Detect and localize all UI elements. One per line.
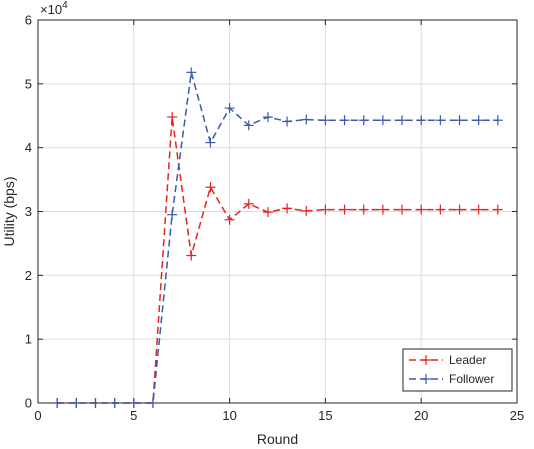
legend-entries: Leader Follower (409, 353, 494, 386)
y-axis-label: Utility (bps) (1, 176, 17, 246)
data-point (397, 115, 408, 126)
data-point (492, 204, 503, 215)
data-point (224, 103, 235, 114)
data-point (147, 398, 158, 408)
data-point (262, 112, 273, 123)
x-tick-label: 10 (222, 408, 236, 423)
data-point (377, 115, 388, 126)
data-point (339, 115, 350, 126)
legend-entry-leader: Leader (409, 353, 486, 367)
legend-label: Leader (449, 353, 486, 367)
data-point (243, 198, 254, 209)
series-follower (52, 67, 503, 408)
data-point (320, 204, 331, 215)
data-point (358, 204, 369, 215)
legend-box (402, 348, 513, 392)
data-point (377, 204, 388, 215)
data-point (205, 137, 216, 148)
data-point (435, 115, 446, 126)
legend-label: Follower (449, 372, 494, 386)
data-point (301, 205, 312, 216)
data-point (282, 203, 293, 214)
data-point (416, 115, 427, 126)
data-point (167, 112, 178, 123)
data-point (128, 398, 139, 408)
x-tick-label: 5 (130, 408, 137, 423)
series-line (57, 116, 498, 404)
data-point (339, 204, 350, 215)
y-multiplier-exponent: 4 (62, 0, 68, 11)
data-point (416, 204, 427, 215)
data-point (492, 115, 503, 126)
data-point (397, 204, 408, 215)
y-tick-label: 3 (25, 204, 32, 219)
data-point (167, 209, 178, 220)
data-point (358, 115, 369, 126)
data-point (454, 115, 465, 126)
data-point (473, 115, 484, 126)
data-point (435, 204, 446, 215)
data-point (224, 214, 235, 225)
data-point (282, 116, 293, 127)
series-layer (52, 67, 503, 408)
data-point (320, 115, 331, 126)
data-point (262, 207, 273, 218)
data-point (52, 398, 63, 408)
y-tick-label: 6 (25, 13, 32, 28)
legend-entry-follower: Follower (409, 372, 494, 386)
series-line (57, 72, 498, 404)
x-tick-label: 15 (318, 408, 332, 423)
y-tick-label: 5 (25, 76, 32, 91)
y-tick-label: 2 (25, 268, 32, 283)
data-point (243, 120, 254, 131)
y-tick-label: 4 (25, 140, 32, 155)
y-tick-label: 1 (25, 332, 32, 347)
axis-ticks: 0 5 10 15 20 25 0 1 2 3 4 5 6 (25, 13, 524, 424)
x-tick-label: 0 (34, 408, 41, 423)
y-tick-label: 0 (25, 396, 32, 411)
y-multiplier-base: ×10 (40, 2, 62, 17)
data-point (186, 67, 197, 78)
data-point (109, 398, 120, 408)
data-point (186, 250, 197, 261)
data-point (90, 398, 101, 408)
data-point (71, 398, 82, 408)
x-axis-label: Round (257, 431, 298, 447)
x-tick-label: 25 (510, 408, 524, 423)
y-multiplier-label: ×104 (40, 0, 68, 17)
data-point (454, 204, 465, 215)
data-point (301, 114, 312, 125)
data-point (205, 182, 216, 193)
grid (38, 20, 517, 403)
data-point (473, 204, 484, 215)
legend: Leader Follower (402, 348, 513, 392)
x-tick-label: 20 (414, 408, 428, 423)
